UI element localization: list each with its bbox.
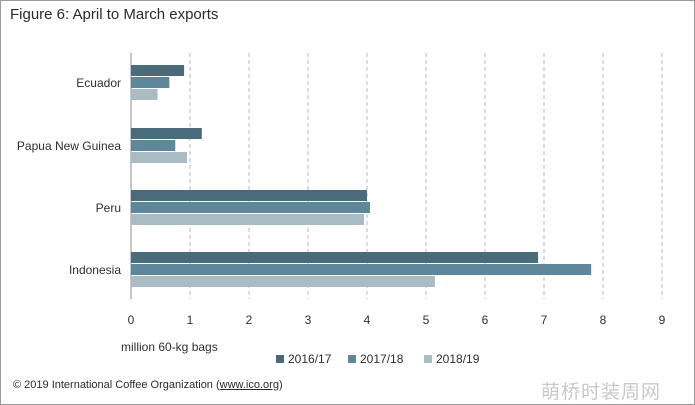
- watermark: 萌桥时装周网: [541, 381, 662, 403]
- category-label: Papua New Guinea: [17, 139, 121, 153]
- legend-label: 2018/19: [436, 352, 480, 366]
- x-tick-label: 8: [600, 313, 607, 327]
- category-label: Peru: [96, 201, 121, 215]
- x-tick-label: 3: [305, 313, 312, 327]
- bar: [131, 89, 158, 100]
- legend-label: 2016/17: [288, 352, 332, 366]
- x-tick-label: 7: [541, 313, 548, 327]
- legend-label: 2017/18: [360, 352, 404, 366]
- x-tick-label: 4: [364, 313, 371, 327]
- x-tick-label: 0: [128, 313, 135, 327]
- bar: [131, 152, 188, 163]
- x-tick-label: 5: [423, 313, 430, 327]
- copyright-suffix: ): [278, 379, 283, 391]
- x-tick-labels: 0 1 2 3 4 5 6 7 8 9: [128, 313, 666, 327]
- copyright-link[interactable]: www.ico.org: [219, 379, 279, 391]
- legend-swatch: [348, 355, 356, 363]
- bar: [131, 276, 435, 287]
- bar: [131, 252, 539, 263]
- x-tick-label: 1: [187, 313, 194, 327]
- legend-swatch: [276, 355, 284, 363]
- category-label: Ecuador: [76, 76, 121, 90]
- x-tick-label: 2: [246, 313, 253, 327]
- bar: [131, 264, 592, 275]
- bar: [131, 77, 170, 88]
- bars: [131, 65, 592, 287]
- bar: [131, 65, 185, 76]
- bar: [131, 202, 370, 213]
- legend-swatch: [424, 355, 432, 363]
- bar: [131, 190, 367, 201]
- category-labels: Ecuador Papua New Guinea Peru Indonesia: [17, 76, 121, 277]
- chart-title: Figure 6: April to March exports: [10, 6, 219, 23]
- bar: [131, 140, 176, 151]
- copyright-prefix: © 2019 International Coffee Organization…: [13, 379, 220, 391]
- legend: 2016/17 2017/18 2018/19: [276, 352, 480, 366]
- category-label: Indonesia: [69, 263, 121, 277]
- copyright-note: © 2019 International Coffee Organization…: [13, 379, 283, 391]
- bar: [131, 214, 365, 225]
- bar: [131, 128, 202, 139]
- x-tick-label: 9: [659, 313, 666, 327]
- x-axis-label: million 60-kg bags: [121, 340, 218, 354]
- x-tick-label: 6: [482, 313, 489, 327]
